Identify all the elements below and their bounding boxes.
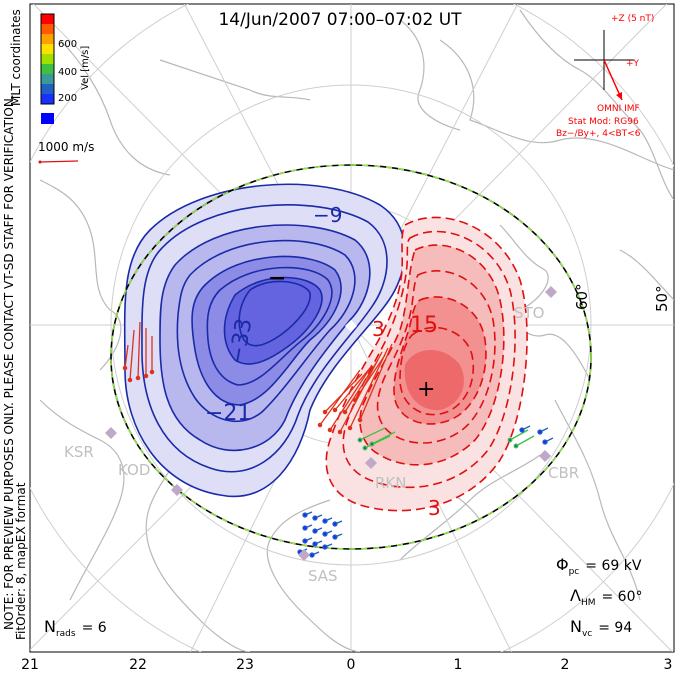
imf-stat-bin: Bz−/By+, 4<BT<6 xyxy=(556,129,641,139)
positive-contours xyxy=(325,216,528,512)
latitude-label-60: 60° xyxy=(573,283,591,310)
imf-vector xyxy=(603,59,623,101)
radar-label-sas: SAS xyxy=(308,567,338,585)
contour-label-pos-15: 15 xyxy=(410,313,438,338)
colorbar-step xyxy=(41,44,54,55)
mlt-tick-22: 22 xyxy=(129,657,147,673)
mlt-tick-0: 0 xyxy=(347,657,356,673)
fit-order-note: FitOrder: 8, mapEX format xyxy=(14,482,28,640)
radar-label-kod: KOD xyxy=(118,461,150,479)
latitude-label-50: 50° xyxy=(653,285,671,312)
mlt-tick-3: 3 xyxy=(664,657,673,673)
contour-label-neg-21: −21 xyxy=(205,401,251,426)
radar-label-ksr: KSR xyxy=(64,443,94,461)
stat-n-vc: Nvc = 94 xyxy=(570,617,632,639)
coordinate-system-label: MLT coordinates xyxy=(9,9,23,106)
imf-clock: +Z (5 nT) +Y OMNI IMF Stat Mod: RG96 Bz−… xyxy=(556,14,654,139)
stat-lambda-hm: ΛHM = 60° xyxy=(570,586,643,608)
colorbar-axis-label: Vel [m/s] xyxy=(80,46,91,90)
contour-label-neg-9: −9 xyxy=(313,203,342,227)
colorbar-step xyxy=(41,54,54,65)
velocity-colorbar: 600 400 200 Vel [m/s] xyxy=(40,13,91,124)
stat-phi-pc: Φpc = 69 kV xyxy=(556,555,642,577)
colorbar-step xyxy=(41,34,54,45)
colorbar-step xyxy=(41,24,54,35)
radar-sites xyxy=(105,286,557,561)
potential-min-marker: − xyxy=(268,266,286,291)
radar-label-rkn: RKN xyxy=(375,474,406,492)
hm-boundary-dash xyxy=(110,164,592,550)
radar-label-sto: STO xyxy=(514,304,545,322)
colorbar-min-swatch xyxy=(41,113,54,124)
vector-scale-label: 1000 m/s xyxy=(38,140,94,154)
mlt-axis: 21 22 23 0 1 2 3 xyxy=(21,657,672,673)
imf-z-label: +Z (5 nT) xyxy=(611,14,654,24)
vector-scale-arrow xyxy=(39,160,79,163)
imf-y-label: +Y xyxy=(626,59,640,69)
negative-cell xyxy=(124,184,405,497)
potential-max-marker: + xyxy=(417,377,435,402)
colorbar-step xyxy=(41,74,54,85)
mlt-tick-23: 23 xyxy=(236,657,254,673)
colorbar-step xyxy=(41,84,54,95)
colorbar-step xyxy=(41,94,54,105)
colorbar-tick-600: 600 xyxy=(58,39,77,50)
radar-label-cbr: CBR xyxy=(548,464,579,482)
mlt-tick-1: 1 xyxy=(454,657,463,673)
imf-stat-model: Stat Mod: RG96 xyxy=(568,117,639,127)
colorbar-step xyxy=(41,64,54,75)
mlt-tick-21: 21 xyxy=(21,657,39,673)
colorbar-step xyxy=(41,14,54,25)
map-title: 14/Jun/2007 07:00–07:02 UT xyxy=(218,10,462,30)
mlt-tick-2: 2 xyxy=(561,657,570,673)
preview-note: NOTE: FOR PREVIEW PURPOSES ONLY. PLEASE … xyxy=(2,94,16,630)
imf-title: OMNI IMF xyxy=(597,104,640,114)
contour-label-pos-3a: 3 xyxy=(372,317,385,341)
colorbar-tick-400: 400 xyxy=(58,67,77,78)
velocity-vectors xyxy=(122,321,554,558)
colorbar-tick-200: 200 xyxy=(58,93,77,104)
stat-n-rads: Nrads = 6 xyxy=(44,617,107,639)
contour-label-pos-3b: 3 xyxy=(428,496,441,520)
